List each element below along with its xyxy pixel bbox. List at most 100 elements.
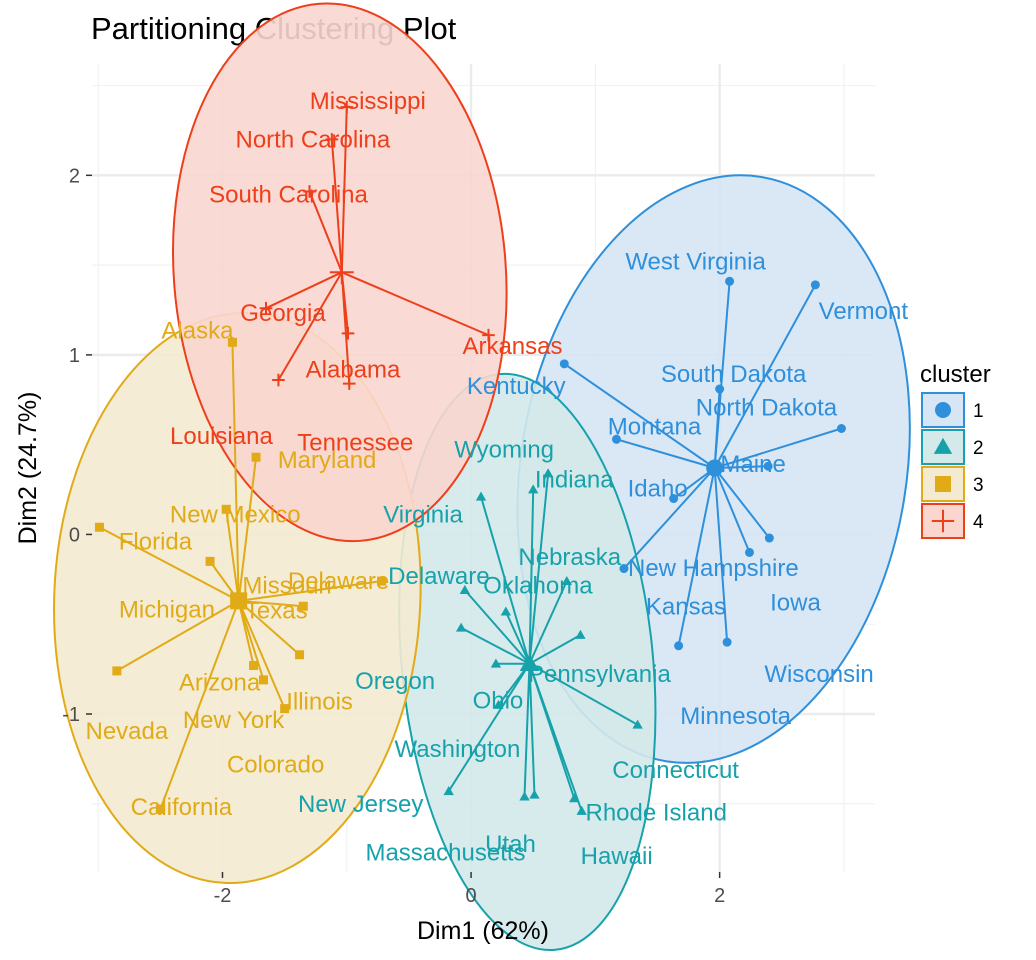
point-mississippi — [340, 100, 354, 114]
cluster-center-2 — [519, 653, 540, 672]
x-tick-label: 2 — [714, 885, 725, 907]
label-south-carolina: South Carolina — [209, 181, 368, 208]
point-oregon — [455, 622, 467, 632]
point-delaware — [459, 584, 471, 594]
point-texas — [298, 601, 308, 611]
point-idaho — [669, 494, 679, 504]
point-new-york — [259, 675, 269, 685]
label-minnesota: Minnesota — [680, 703, 791, 730]
spoke-minnesota — [677, 467, 716, 646]
label-montana: Montana — [608, 413, 702, 440]
legend-title: cluster — [920, 361, 991, 388]
point-vermont — [810, 280, 820, 290]
point-louisiana — [272, 373, 285, 387]
spoke-kentucky — [563, 363, 716, 469]
point-virginia — [475, 491, 487, 501]
point-maine — [763, 461, 773, 471]
spoke-illinois — [237, 600, 301, 656]
spoke-tennessee — [340, 272, 351, 384]
x-axis: -2 0 2 — [214, 872, 725, 907]
spoke-delaware — [238, 580, 382, 602]
point-pennsylvania — [575, 629, 586, 639]
legend-marker-4 — [931, 509, 955, 533]
point-new-jersey — [443, 786, 454, 796]
label-virginia: Virginia — [383, 502, 463, 529]
point-alaska — [227, 337, 237, 347]
spoke-new-hampshire — [713, 467, 771, 539]
point-indiana — [528, 484, 539, 494]
label-pennsylvania: Pennsylvania — [528, 661, 671, 688]
label-colorado: Colorado — [227, 752, 324, 779]
spoke-virginia — [480, 496, 531, 664]
spoke-california — [159, 600, 240, 810]
y-tick-label: -1 — [62, 704, 80, 726]
spoke-pennsylvania — [528, 634, 581, 665]
point-illinois — [295, 650, 305, 660]
point-new-mexico — [221, 504, 231, 514]
spoke-mississippi — [340, 107, 348, 273]
label-south-dakota: South Dakota — [661, 361, 807, 388]
point-wyoming — [542, 468, 554, 478]
label-wisconsin: Wisconsin — [764, 661, 873, 688]
spoke-georgia — [265, 271, 343, 310]
point-wisconsin — [722, 637, 732, 647]
label-washington: Washington — [394, 736, 520, 763]
point-west-virginia — [725, 276, 735, 286]
spoke-hawaii — [528, 663, 583, 812]
label-arkansas: Arkansas — [462, 333, 562, 360]
point-iowa — [744, 547, 754, 557]
label-oregon: Oregon — [355, 668, 435, 695]
label-delaware: Delaware — [388, 563, 489, 590]
point-delaware — [377, 576, 387, 586]
spoke-wyoming — [528, 473, 550, 664]
label-new-mexico: New Mexico — [170, 501, 301, 528]
label-louisiana: Louisiana — [170, 423, 273, 450]
spoke-texas — [238, 599, 304, 608]
label-kentucky: Kentucky — [467, 373, 566, 400]
spoke-florida — [98, 526, 240, 602]
label-iowa: Iowa — [770, 589, 821, 616]
spoke-delaware — [464, 589, 531, 665]
point-kansas — [619, 564, 629, 574]
spoke-massachusetts — [523, 663, 531, 797]
spoke-vermont — [713, 284, 817, 469]
point-nebraska — [561, 575, 572, 586]
point-rhode-island — [569, 793, 580, 803]
point-washington — [493, 699, 504, 709]
point-ohio — [490, 658, 502, 668]
cluster-spokes — [98, 107, 842, 812]
point-florida — [94, 522, 104, 532]
label-texas: Texas — [245, 597, 308, 624]
spoke-maine — [714, 465, 769, 469]
point-massachusetts — [519, 791, 530, 801]
cluster-center-3 — [230, 592, 248, 610]
plot-panel: West Virginia Vermont South Dakota Kentucky… — [53, 2, 911, 952]
point-minnesota — [674, 641, 684, 651]
point-alabama — [341, 327, 355, 340]
point-georgia — [259, 301, 273, 315]
data-points — [94, 100, 846, 815]
y-axis-title: Dim2 (24.7%) — [14, 392, 42, 545]
point-arkansas — [482, 328, 495, 342]
spoke-maryland — [237, 457, 258, 601]
spoke-montana — [616, 438, 715, 469]
label-massachusetts: Massachusetts — [365, 840, 525, 867]
label-indiana: Indiana — [535, 467, 614, 494]
y-axis: -1 0 1 2 — [62, 165, 92, 726]
point-hawaii — [576, 805, 587, 815]
point-maryland — [251, 452, 261, 462]
legend-label-2: 2 — [973, 438, 984, 459]
point-missouri — [205, 556, 215, 566]
label-new-york: New York — [183, 707, 285, 734]
label-delaware: Delaware — [288, 568, 389, 595]
label-oklahoma: Oklahoma — [483, 573, 593, 600]
legend-label-4: 4 — [973, 512, 984, 533]
point-arizona — [249, 661, 259, 671]
label-california: California — [131, 794, 233, 821]
label-georgia: Georgia — [240, 300, 326, 327]
spoke-indiana — [528, 489, 535, 664]
label-tennessee: Tennessee — [297, 430, 413, 457]
point-nevada — [112, 666, 122, 676]
label-new-jersey: New Jersey — [298, 791, 423, 818]
cluster-center-1 — [706, 459, 724, 477]
